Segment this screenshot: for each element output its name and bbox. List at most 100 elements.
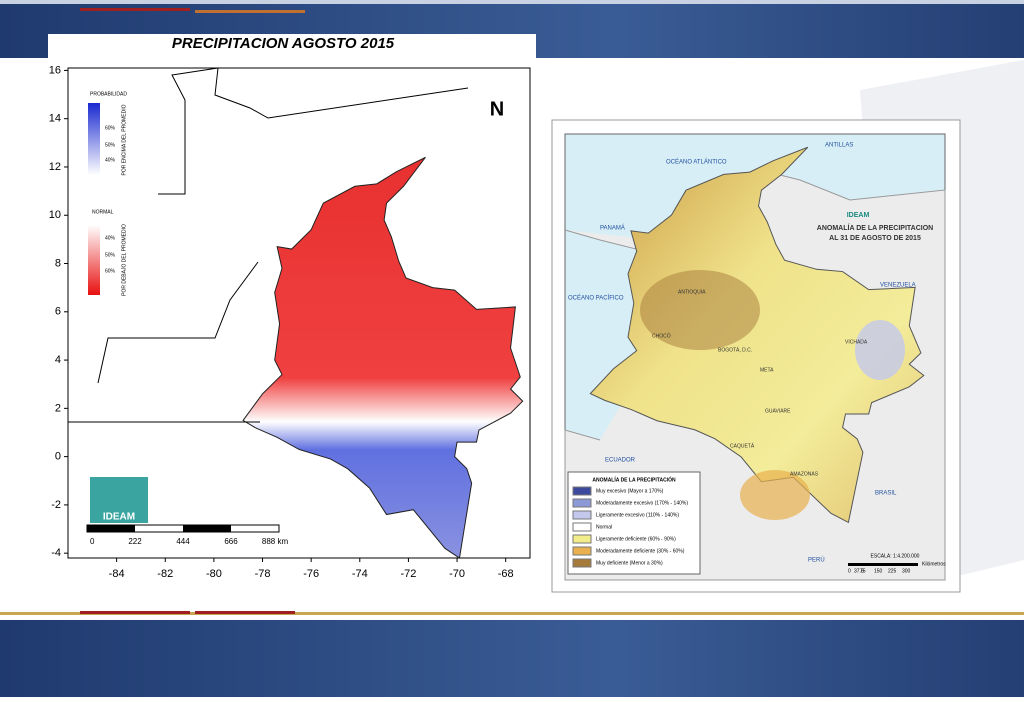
- scale-label: 75: [860, 568, 866, 574]
- legend-label: Ligeramente excesivo (110% - 140%): [596, 512, 679, 518]
- legend-above-bar: [88, 103, 100, 175]
- border: [158, 67, 469, 195]
- x-tick-label: -80: [206, 568, 222, 580]
- place: BOGOTÁ, D.C.: [718, 346, 752, 353]
- legend-swatch: [572, 522, 592, 532]
- legend-level: 40%: [105, 235, 116, 241]
- y-tick-label: -2: [51, 499, 61, 511]
- legend-label: Normal: [596, 524, 612, 530]
- y-tick-label: 12: [49, 161, 61, 173]
- x-tick-label: -84: [109, 568, 125, 580]
- logo: [90, 477, 148, 523]
- x-tick-label: -68: [498, 568, 514, 580]
- place: PERÚ: [808, 557, 825, 564]
- place: META: [760, 367, 774, 373]
- anomaly-area: [855, 320, 905, 380]
- place: CHOCÓ: [652, 332, 671, 339]
- legend-label: Muy deficiente (Menor a 30%): [596, 560, 663, 566]
- legend-label: Muy excesivo (Mayor a 170%): [596, 488, 664, 494]
- place: ANTILLAS: [825, 143, 853, 149]
- place: OCÉANO ATLÁNTICO: [666, 159, 727, 166]
- x-tick-label: -72: [400, 568, 416, 580]
- scale-bar: [848, 563, 918, 566]
- legend-label: Moderadamente deficiente (30% - 60%): [596, 548, 685, 554]
- legend-swatch: [572, 558, 592, 568]
- y-tick-label: 14: [49, 113, 61, 125]
- legend-above: POR ENCIMA DEL PROMEDIO: [121, 104, 127, 175]
- place: CAQUETÁ: [730, 442, 755, 449]
- place: ANTIOQUIA: [678, 289, 706, 295]
- y-tick-label: 10: [49, 209, 61, 221]
- scale-bar: [86, 524, 280, 533]
- north-arrow: N: [490, 98, 504, 120]
- legend-level: 50%: [105, 142, 116, 148]
- legend-level: 50%: [105, 252, 116, 258]
- place: OCÉANO PACÍFICO: [568, 295, 624, 302]
- legend-title: PROBABILIDAD: [90, 91, 127, 97]
- legend-swatch: [572, 510, 592, 520]
- scale-label: 150: [874, 568, 883, 574]
- legend-below: POR DEBAJO DEL PROMEDIO: [121, 224, 127, 296]
- map-title: ANOMALÍA DE LA PRECIPITACION: [817, 223, 933, 232]
- scale-label: 0: [848, 568, 851, 574]
- colombia-anomaly: [589, 146, 925, 524]
- scale-label: 225: [888, 568, 897, 574]
- accent: [80, 8, 190, 11]
- legend-normal: NORMAL: [92, 209, 114, 215]
- title: PRECIPITACION AGOSTO 2015: [172, 35, 395, 52]
- anomaly-area: [640, 270, 760, 350]
- y-tick-label: 6: [55, 306, 61, 318]
- y-tick-label: 0: [55, 451, 61, 463]
- legend-swatch: [572, 498, 592, 508]
- plot-frame: [67, 67, 531, 559]
- legend-title: ANOMALÍA DE LA PRECIPITACIÓN: [592, 475, 676, 483]
- scale-label: 0: [90, 537, 95, 546]
- scale-label: 888 km: [262, 537, 289, 546]
- top-stripe: [0, 0, 1024, 4]
- scale-label: 222: [128, 537, 142, 546]
- scale-label: 300: [902, 568, 911, 574]
- scale-label: 666: [224, 537, 238, 546]
- legend-level: 60%: [105, 125, 116, 131]
- legend-level: 40%: [105, 157, 116, 163]
- y-tick-label: 4: [55, 354, 61, 366]
- legend-swatch: [572, 534, 592, 544]
- y-tick-label: 2: [55, 402, 61, 414]
- logo-text: IDEAM: [847, 212, 870, 219]
- x-tick-label: -74: [352, 568, 368, 580]
- place: BRASIL: [875, 491, 897, 497]
- x-tick-label: -76: [303, 568, 319, 580]
- place: VICHADA: [845, 339, 868, 345]
- x-tick-label: -78: [255, 568, 271, 580]
- bottom-banner: [0, 620, 1024, 697]
- scale-label: 444: [176, 537, 190, 546]
- place: ECUADOR: [605, 458, 636, 464]
- accent: [80, 611, 190, 614]
- place: PANAMÁ: [600, 225, 625, 232]
- scale-label: 37.5: [854, 568, 864, 574]
- colombia-probability: [242, 156, 524, 559]
- legend-level: 60%: [105, 268, 116, 274]
- y-tick-label: -4: [51, 547, 61, 559]
- scale-text: ESCALA: 1:4.200.000: [871, 553, 920, 559]
- y-tick-label: 8: [55, 257, 61, 269]
- logo-text: IDEAM: [103, 512, 135, 523]
- place: VENEZUELA: [880, 283, 916, 289]
- divider: [0, 612, 1024, 615]
- legend-swatch: [572, 486, 592, 496]
- map-title: AL 31 DE AGOSTO DE 2015: [829, 235, 921, 242]
- place: AMAZONAS: [790, 471, 819, 477]
- y-tick-label: 16: [49, 64, 61, 76]
- accent: [195, 10, 305, 13]
- legend-swatch: [572, 546, 592, 556]
- anomaly-area: [740, 470, 810, 520]
- scale-unit: Kilómetros: [922, 561, 946, 567]
- legend-below-bar: [88, 225, 100, 295]
- legend-label: Moderadamente excesivo (170% - 140%): [596, 500, 688, 506]
- legend-label: Ligeramente deficiente (60% - 90%): [596, 536, 676, 542]
- border: [68, 261, 260, 423]
- place: GUAVIARE: [765, 408, 791, 414]
- accent: [195, 611, 295, 614]
- x-tick-label: -70: [449, 568, 465, 580]
